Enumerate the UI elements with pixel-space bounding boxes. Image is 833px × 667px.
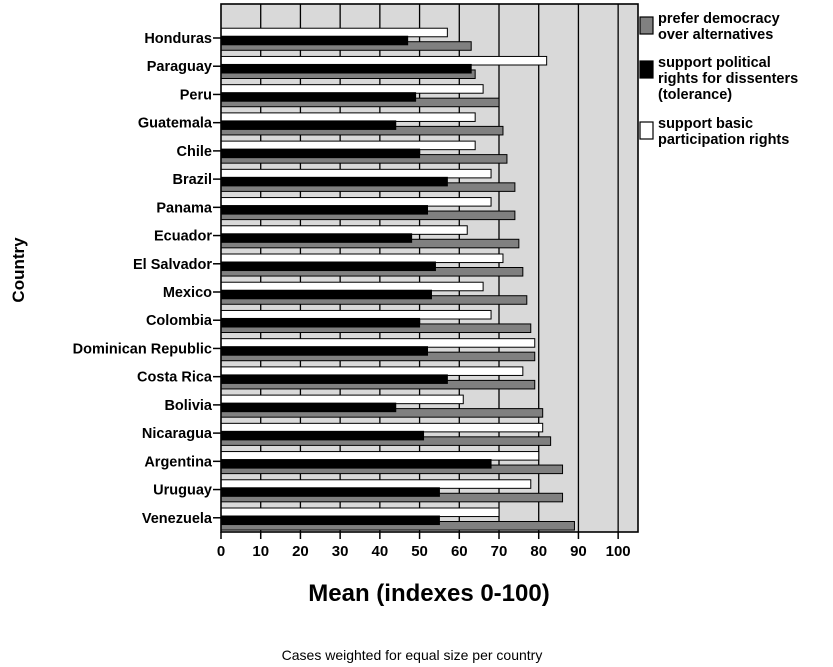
- category-label: Peru: [180, 87, 212, 103]
- bar-participation: [220, 394, 464, 405]
- legend-prefer-democracy: over alternatives: [658, 27, 773, 43]
- legend-swatch: [639, 121, 654, 140]
- bar-tolerance: [220, 176, 448, 187]
- x-tick-label: 70: [491, 543, 508, 560]
- bar-tolerance: [220, 317, 421, 328]
- bar-participation: [220, 422, 544, 433]
- category-label: Colombia: [146, 313, 213, 329]
- category-label: Mexico: [163, 285, 212, 301]
- bar-participation: [220, 253, 504, 264]
- bar-tolerance: [220, 487, 440, 497]
- legend-participation: participation rights: [658, 132, 789, 148]
- bar-participation: [220, 225, 468, 235]
- bar-participation: [220, 112, 476, 122]
- bar-tolerance: [220, 148, 421, 159]
- bar-participation: [220, 507, 500, 518]
- legend-tolerance: support political: [658, 55, 771, 71]
- bar-participation: [220, 281, 484, 292]
- category-label: Nicaragua: [142, 426, 213, 442]
- bar-tolerance: [220, 205, 429, 215]
- x-tick-label: 10: [252, 543, 269, 560]
- bars: [220, 27, 575, 531]
- x-tick-label: 0: [217, 543, 225, 560]
- category-label: Argentina: [144, 454, 213, 470]
- bar-participation: [220, 197, 492, 207]
- bar-participation: [220, 338, 536, 348]
- bar-tolerance: [220, 35, 409, 46]
- x-tick-label: 40: [372, 543, 389, 560]
- legend-tolerance: (tolerance): [658, 87, 732, 103]
- bar-tolerance: [220, 63, 472, 74]
- plot-frame: [220, 3, 639, 533]
- bar-tolerance: [220, 261, 436, 272]
- bar-tolerance: [220, 120, 397, 130]
- legend-prefer-democracy: prefer democracy: [658, 11, 780, 27]
- category-label: El Salvador: [133, 257, 212, 273]
- category-label: Chile: [177, 144, 212, 160]
- bar-participation: [220, 451, 540, 461]
- category-label: Dominican Republic: [73, 341, 212, 357]
- category-label: Bolivia: [164, 398, 212, 414]
- bar-participation: [220, 84, 484, 94]
- bar-participation: [220, 168, 492, 179]
- bar-tolerance: [220, 459, 492, 469]
- bar-participation: [220, 479, 532, 489]
- x-tick-label: 100: [606, 543, 631, 560]
- category-label: Venezuela: [142, 511, 213, 527]
- x-tick-label: 30: [332, 543, 349, 560]
- category-label: Uruguay: [153, 483, 212, 499]
- bar-tolerance: [220, 515, 440, 526]
- x-tick-label: 20: [292, 543, 309, 560]
- x-tick-label: 50: [411, 543, 428, 560]
- category-label: Ecuador: [154, 229, 212, 245]
- bar-tolerance: [220, 233, 413, 243]
- bar-participation: [220, 366, 524, 376]
- x-tick-label: 80: [530, 543, 547, 560]
- category-label: Panama: [156, 200, 213, 216]
- x-tick-labels: 0 10 20 30 40 50 60 70 80 90 100: [217, 532, 631, 560]
- bar-tolerance: [220, 402, 397, 413]
- bar-tolerance: [220, 289, 432, 300]
- bar-tolerance: [220, 430, 425, 441]
- legend-tolerance: rights for dissenters: [658, 71, 798, 87]
- footnote: Cases weighted for equal size per countr…: [282, 647, 543, 663]
- category-label: Brazil: [173, 172, 213, 188]
- bar-tolerance: [220, 374, 448, 384]
- bar-tolerance: [220, 346, 429, 356]
- category-label: Costa Rica: [137, 370, 213, 386]
- legend-participation: support basic: [658, 116, 753, 132]
- x-tick-label: 90: [570, 543, 587, 560]
- y-axis-title: Country: [9, 237, 28, 303]
- bar-participation: [220, 140, 476, 151]
- category-label: Paraguay: [147, 59, 212, 75]
- x-tick-label: 60: [451, 543, 468, 560]
- legend-swatch: [639, 16, 654, 35]
- bar-participation: [220, 27, 448, 38]
- category-label: Honduras: [144, 31, 212, 47]
- bar-participation: [220, 309, 492, 320]
- legend-swatch: [639, 60, 654, 79]
- x-axis-title: Mean (indexes 0-100): [308, 580, 549, 607]
- axes: [220, 3, 639, 533]
- category-labels: Honduras Paraguay Peru Guatemala Chile Brazil…: [73, 31, 221, 527]
- bar-tolerance: [220, 92, 417, 102]
- bar-participation: [220, 55, 548, 66]
- category-label: Guatemala: [138, 116, 213, 132]
